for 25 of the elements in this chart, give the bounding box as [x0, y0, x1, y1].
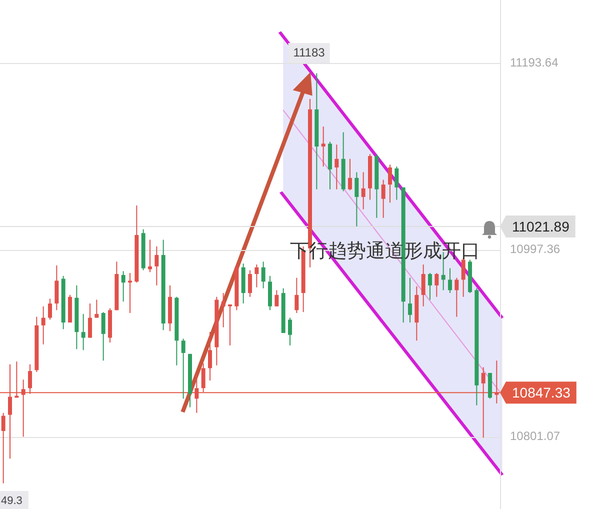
- ref-line-label: 10847.33: [512, 384, 571, 400]
- candlestick: [81, 313, 86, 351]
- candlestick: [88, 302, 92, 338]
- y-tick-label: 11193.64: [510, 55, 559, 70]
- annotation: 49.3: [1, 495, 22, 508]
- candlestick: [221, 292, 226, 328]
- candlestick: [274, 290, 279, 307]
- candlestick: [254, 264, 259, 288]
- candlestick: [94, 299, 99, 318]
- candlestick: [181, 338, 186, 400]
- candlestick: [54, 264, 59, 311]
- candlestick: [101, 312, 106, 362]
- candlestick: [48, 298, 52, 320]
- candlestick: [1, 412, 6, 484]
- candlestick: [154, 246, 159, 286]
- candlestick: [261, 261, 266, 289]
- candlestick: [208, 332, 212, 382]
- candlestick: [228, 304, 232, 346]
- candlestick: [121, 270, 126, 302]
- ref-line-label: 11021.89: [512, 218, 570, 234]
- y-tick-label: 10801.07: [510, 428, 560, 443]
- candlestick: [248, 270, 252, 298]
- y-tick-label: 10997.36: [510, 242, 560, 256]
- candlestick: [128, 272, 132, 314]
- candlestick: [41, 306, 46, 345]
